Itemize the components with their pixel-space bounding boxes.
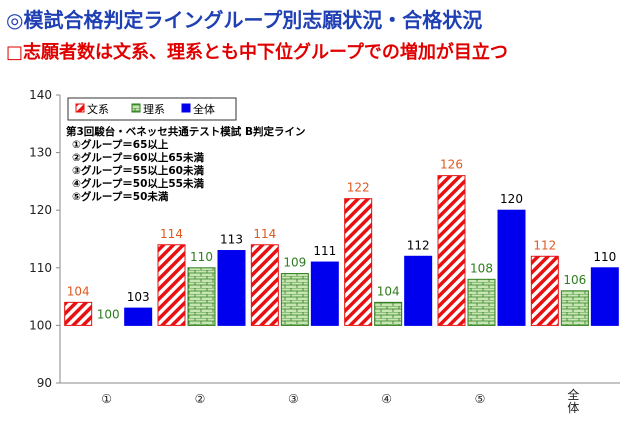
data-label: 112 [407,238,430,252]
data-label: 114 [160,227,183,241]
bar-zentai [217,250,246,326]
annotation-line: ②グループ＝60以上65未満 [72,151,204,164]
annotation-line: ①グループ＝65以上 [72,138,169,151]
x-tick-label: ① [101,392,112,406]
annotation-line: ⑤グループ＝50未満 [72,190,169,203]
bar-rikei [187,267,216,326]
bar-zentai [310,261,339,326]
y-tick-label: 120 [29,203,52,217]
data-label: 111 [313,244,336,258]
bar-zentai [124,307,153,326]
data-label: 122 [347,181,370,195]
x-tick-label: ② [195,392,206,406]
data-label: 114 [253,227,276,241]
bar-rikei [280,273,309,326]
page-subtitle: □志願者数は文系、理系とも中下位グループでの増加が目立つ [6,42,508,63]
y-tick-label: 140 [29,88,52,102]
data-label: 103 [127,290,150,304]
data-label: 113 [220,233,243,247]
y-tick-label: 90 [37,376,52,390]
x-tick-label: 体 [567,401,579,415]
legend-label: 文系 [87,102,109,116]
data-label: 112 [533,238,556,252]
data-label: 126 [440,158,463,172]
legend-label: 全体 [193,102,215,116]
data-label: 108 [470,261,493,275]
page-title: ◎模試合格判定ライングループ別志願状況・合格状況 [6,8,483,32]
bar-bunkei [530,255,559,326]
y-tick-label: 110 [29,261,52,275]
legend-swatch [75,103,85,113]
bar-zentai [590,267,619,326]
bar-rikei [560,290,589,326]
legend-label: 理系 [143,103,165,116]
bar-rikei [467,278,496,326]
annotation-line: ④グループ＝50以上55未満 [72,177,204,190]
bar-zentai [497,209,526,326]
bar-bunkei [437,175,466,326]
plot-area: 90 100 110 120 130 140 104 100 103 ① 114 110 113 ② 114… [29,88,620,415]
annotation-line: ③グループ＝55以上60未満 [72,164,204,177]
data-label: 104 [377,284,400,298]
bar-bunkei [157,244,186,326]
x-tick-label: ⑤ [475,392,486,406]
annotation-line: 第3回駿台・ベネッセ共通テスト模試 B判定ライン [66,125,305,138]
y-tick-label: 130 [29,146,52,160]
legend-swatch [181,103,191,113]
bar-zentai [404,255,433,326]
data-label: 120 [500,192,523,206]
legend-swatch [131,103,141,113]
bar-bunkei [250,244,279,326]
data-label: 110 [190,250,213,264]
data-label: 100 [97,307,120,321]
legend-box [67,97,237,121]
data-label: 110 [593,250,616,264]
bar-rikei [374,301,403,326]
x-tick-label: ③ [288,392,299,406]
bar-bunkei [344,198,373,326]
x-tick-label: ④ [381,392,392,406]
y-tick-label: 100 [29,318,52,332]
x-tick-label: 全 [567,387,579,402]
data-label: 104 [67,284,90,298]
bar-bunkei [64,301,93,326]
data-label: 109 [283,256,306,270]
data-label: 106 [563,273,586,287]
